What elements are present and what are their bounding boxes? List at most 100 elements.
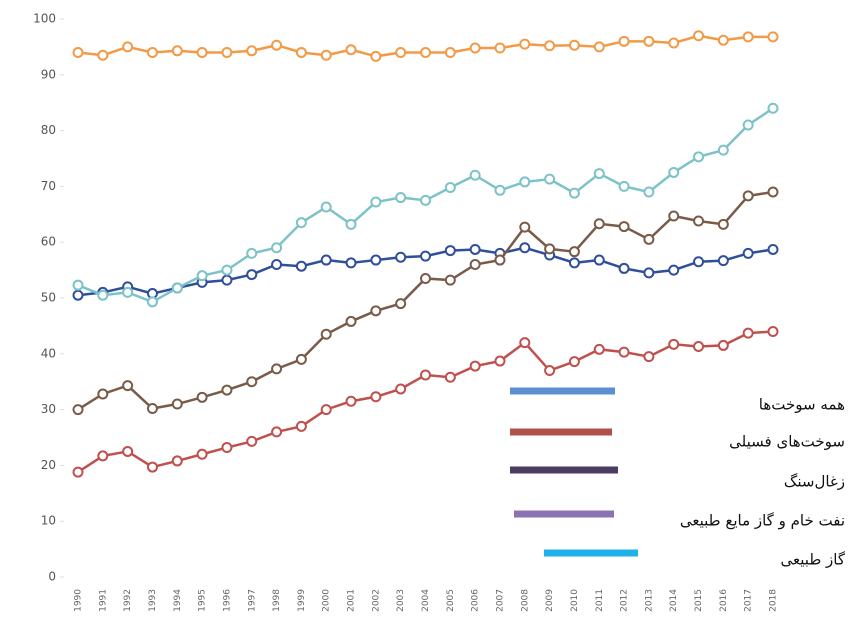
- data-point: [320, 254, 332, 266]
- x-tick-label: 2001: [347, 589, 357, 612]
- data-point: [221, 264, 233, 276]
- data-point: [146, 296, 158, 308]
- data-point: [767, 243, 779, 255]
- data-point: [469, 360, 481, 372]
- data-point: [295, 420, 307, 432]
- data-point: [469, 169, 481, 181]
- x-tick-label: 2003: [396, 589, 406, 612]
- x-tick-label: 1998: [272, 589, 282, 612]
- y-tick-label: 30: [41, 402, 56, 416]
- data-point: [345, 395, 357, 407]
- data-point: [271, 426, 283, 438]
- y-tick-label: 10: [41, 514, 56, 528]
- data-point: [171, 45, 183, 57]
- data-point: [72, 46, 84, 58]
- data-point: [246, 269, 258, 281]
- data-point: [72, 404, 84, 416]
- x-tick-label: 1995: [198, 589, 208, 612]
- data-point: [444, 182, 456, 194]
- data-point: [395, 298, 407, 310]
- data-point: [767, 325, 779, 337]
- data-point: [544, 243, 556, 255]
- data-point: [643, 267, 655, 279]
- data-point: [717, 34, 729, 46]
- x-tick-label: 2007: [495, 589, 505, 612]
- data-point: [395, 383, 407, 395]
- data-point: [246, 247, 258, 259]
- data-point: [717, 339, 729, 351]
- x-tick-label: 2005: [446, 589, 456, 612]
- data-point: [593, 254, 605, 266]
- x-tick-label: 1993: [148, 589, 158, 612]
- y-tick-label: 0: [48, 570, 56, 584]
- x-tick-label: 2018: [769, 589, 779, 612]
- data-point: [444, 371, 456, 383]
- legend-label: زغال‌سنگ: [784, 473, 845, 491]
- y-tick-label: 90: [41, 67, 56, 81]
- data-point: [345, 315, 357, 327]
- data-point: [519, 242, 531, 254]
- data-point: [742, 327, 754, 339]
- x-tick-label: 1990: [74, 589, 84, 612]
- y-tick-label: 60: [41, 235, 56, 249]
- data-point: [320, 49, 332, 61]
- data-point: [395, 251, 407, 263]
- x-tick-label: 2016: [719, 589, 729, 612]
- x-tick-label: 2004: [421, 589, 431, 612]
- data-point: [767, 186, 779, 198]
- data-point: [221, 442, 233, 454]
- data-point: [320, 201, 332, 213]
- data-point: [97, 450, 109, 462]
- data-point: [643, 186, 655, 198]
- data-point: [221, 46, 233, 58]
- data-point: [568, 39, 580, 51]
- data-point: [668, 166, 680, 178]
- data-point: [593, 343, 605, 355]
- data-point: [420, 46, 431, 58]
- y-tick-label: 50: [41, 291, 56, 305]
- data-point: [618, 180, 630, 192]
- data-point: [271, 39, 283, 51]
- data-point: [221, 274, 233, 286]
- data-point: [122, 286, 134, 298]
- data-point: [171, 398, 183, 410]
- x-tick-label: 2000: [322, 589, 332, 612]
- data-point: [122, 445, 134, 457]
- data-point: [668, 210, 680, 222]
- data-point: [593, 41, 605, 53]
- x-tick-label: 1994: [173, 589, 183, 612]
- data-point: [320, 404, 332, 416]
- data-point: [544, 365, 556, 377]
- data-point: [221, 384, 233, 396]
- y-tick-label: 20: [41, 458, 56, 472]
- data-point: [295, 217, 307, 229]
- data-point: [643, 233, 655, 245]
- data-point: [146, 402, 158, 414]
- data-point: [519, 337, 531, 349]
- data-point: [146, 46, 158, 58]
- x-tick-label: 2008: [520, 589, 530, 612]
- data-point: [568, 257, 580, 269]
- data-point: [469, 243, 481, 255]
- x-tick-label: 2011: [595, 589, 605, 612]
- data-point: [618, 346, 630, 358]
- legend-label: همه سوخت‌ها: [759, 396, 845, 414]
- x-tick-label: 1991: [98, 589, 108, 612]
- legend-label: سوخت‌های فسیلی: [729, 433, 845, 451]
- data-point: [196, 448, 208, 460]
- x-tick-label: 1996: [222, 589, 232, 612]
- data-point: [742, 119, 754, 131]
- x-tick-label: 1992: [123, 589, 133, 612]
- data-point: [693, 30, 705, 42]
- data-point: [767, 31, 779, 43]
- x-tick-label: 2006: [471, 589, 481, 612]
- data-point: [196, 270, 208, 282]
- data-point: [420, 272, 431, 284]
- data-point: [295, 353, 307, 365]
- data-point: [469, 42, 481, 54]
- data-point: [444, 274, 456, 286]
- x-tick-label: 1999: [297, 589, 307, 612]
- x-tick-label: 1997: [247, 589, 257, 612]
- data-point: [643, 35, 655, 47]
